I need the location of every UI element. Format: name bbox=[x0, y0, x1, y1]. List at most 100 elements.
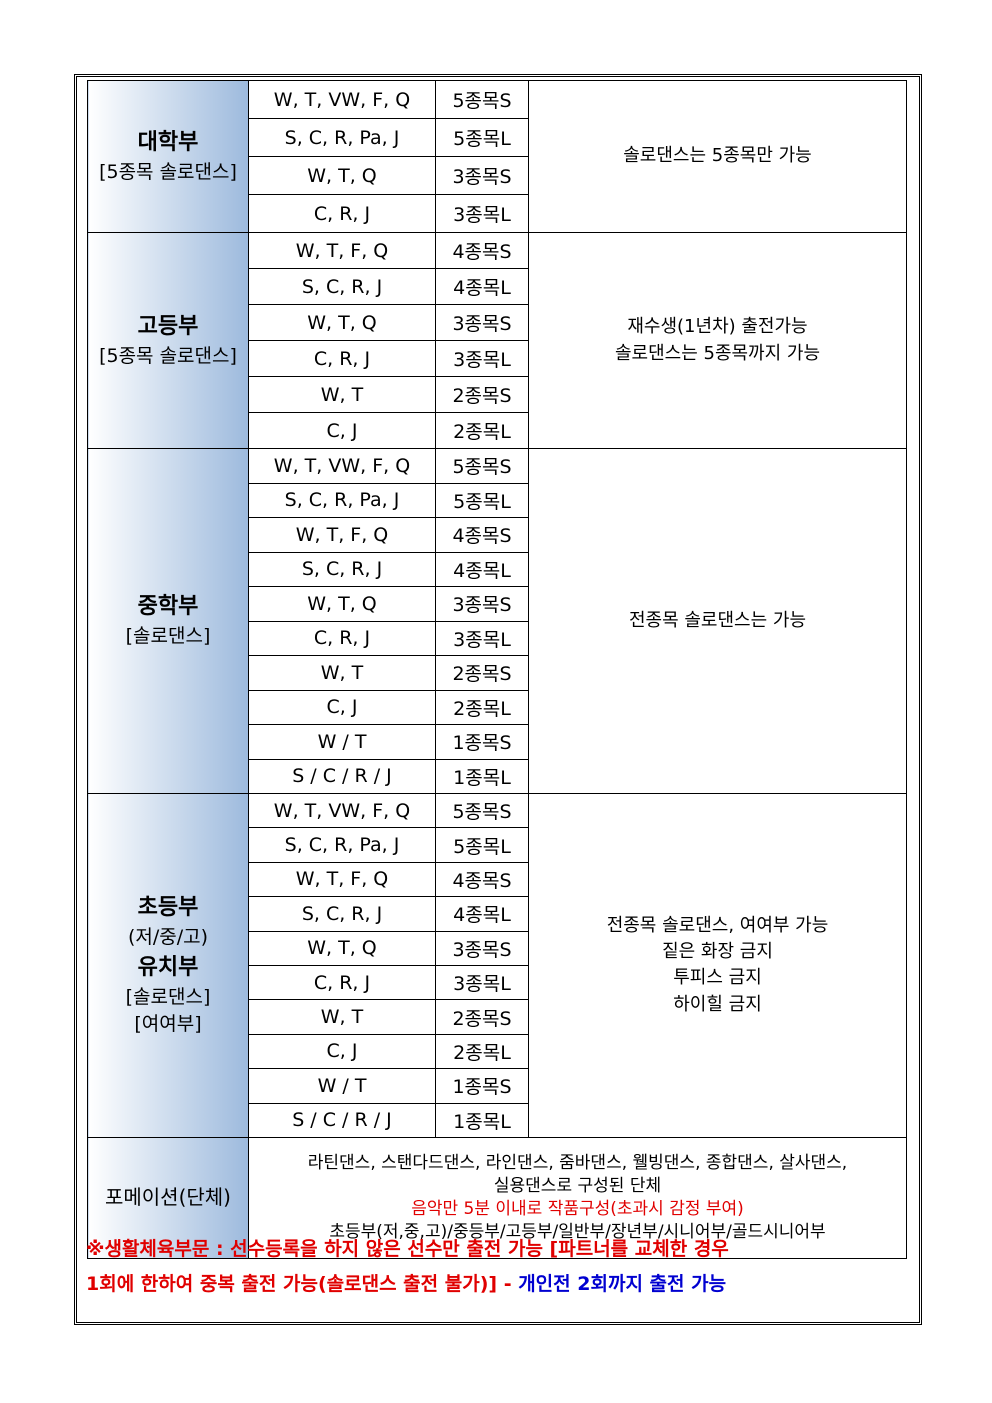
event-count: 1종목S bbox=[435, 724, 529, 760]
note-line: 솔로댄스는 5종목까지 가능 bbox=[614, 342, 821, 364]
event-count: 2종목L bbox=[435, 689, 529, 725]
dance-events: W / T bbox=[248, 1068, 436, 1104]
dance-events: C, R, J bbox=[248, 340, 436, 377]
event-count: 2종목S bbox=[435, 999, 529, 1035]
note-line: 재수생(1년차) 출전가능 bbox=[627, 316, 808, 338]
dance-events: S, C, R, J bbox=[248, 551, 436, 587]
event-row: S / C / R / J 1종목L bbox=[88, 758, 907, 794]
division-subtitle: [솔로댄스] bbox=[125, 625, 211, 648]
event-count: 2종목L bbox=[435, 412, 529, 449]
formation-time-rule: 음악만 5분 이내로 작품구성(초과시 감정 부여) bbox=[411, 1198, 744, 1219]
event-count: 3종목L bbox=[435, 194, 529, 233]
dance-events: S, C, R, Pa, J bbox=[248, 482, 436, 518]
event-count: 3종목L bbox=[435, 340, 529, 377]
dance-events: W, T, VW, F, Q bbox=[248, 792, 436, 829]
dance-events: W, T, Q bbox=[248, 586, 436, 622]
event-row: 중학부 [솔로댄스] W, T, VW, F, Q 5종목S 전종목 솔로댄스는 가능 bbox=[87, 448, 907, 794]
division-title: 대학부 bbox=[137, 129, 199, 155]
event-count: 5종목L bbox=[435, 482, 529, 518]
event-count: 5종목L bbox=[435, 118, 529, 157]
division-subtitle: (저/중/고) bbox=[127, 926, 209, 949]
event-count: 5종목S bbox=[435, 80, 529, 119]
division-note: 솔로댄스는 5종목만 가능 bbox=[528, 80, 907, 233]
division-title: 유치부 bbox=[137, 954, 199, 980]
event-count: 3종목L bbox=[435, 964, 529, 1001]
event-row: W, T 2종목S bbox=[88, 376, 907, 413]
event-count: 5종목L bbox=[435, 827, 529, 863]
division-title: 포메이션(단체) bbox=[104, 1185, 231, 1210]
event-row: W, T, Q 3종목S bbox=[88, 156, 907, 195]
division-subtitle: [솔로댄스] bbox=[125, 985, 211, 1008]
dance-events: S, C, R, J bbox=[248, 268, 436, 305]
dance-events: W, T, F, Q bbox=[248, 517, 436, 553]
division-title: 중학부 bbox=[137, 594, 199, 620]
division-title: 초등부 bbox=[137, 895, 199, 921]
event-row: 대학부 [5종목 솔로댄스] W, T, VW, F, Q 5종목S 솔로댄스는 5종목… bbox=[87, 80, 907, 233]
event-count: 3종목S bbox=[435, 156, 529, 195]
footer-line: 1회에 한하여 중복 출전 가능(솔로댄스 출전 불가)] - bbox=[86, 1273, 519, 1295]
event-count: 4종목L bbox=[435, 268, 529, 305]
event-row: C, J 2종목L bbox=[88, 412, 907, 449]
dance-events: C, J bbox=[248, 412, 436, 449]
event-row: S / C / R / J 1종목L bbox=[88, 1102, 907, 1138]
dance-events: W, T bbox=[248, 376, 436, 413]
formation-line: 실용댄스로 구성된 단체 bbox=[493, 1175, 662, 1196]
footer-highlight: 개인전 2회까지 출전 가능 bbox=[518, 1273, 727, 1295]
note-line: 짙은 화장 금지 bbox=[662, 941, 773, 963]
event-row: W, T, F, Q 4종목S bbox=[88, 861, 907, 898]
formation-line: 라틴댄스, 스탠다드댄스, 라인댄스, 줌바댄스, 웰빙댄스, 종합댄스, 살사… bbox=[307, 1153, 848, 1174]
event-count: 3종목S bbox=[435, 930, 529, 966]
formation-divisions: 초등부(저,중,고)/중등부/고등부/일반부/장년부/시니어부/골드시니어부 bbox=[329, 1221, 826, 1242]
division-cell: 초등부 (저/중/고) 유치부 [솔로댄스] [여여부] bbox=[87, 793, 249, 1138]
dance-events: C, R, J bbox=[248, 620, 436, 656]
event-row: C, R, J 3종목L bbox=[88, 620, 907, 656]
event-count: 4종목L bbox=[435, 551, 529, 587]
dance-events: W, T bbox=[248, 999, 436, 1035]
event-row: C, J 2종목L bbox=[88, 1033, 907, 1070]
dance-events: C, J bbox=[248, 689, 436, 725]
event-count: 2종목L bbox=[435, 1033, 529, 1070]
dance-events: W, T, Q bbox=[248, 304, 436, 341]
event-count: 1종목L bbox=[435, 758, 529, 794]
event-count: 3종목S bbox=[435, 586, 529, 622]
note-line: 솔로댄스는 5종목만 가능 bbox=[623, 145, 812, 167]
event-row: 고등부 [5종목 솔로댄스] W, T, F, Q 4종목S 재수생(1년차) 출전가능… bbox=[87, 232, 907, 449]
event-row: C, J 2종목L bbox=[88, 689, 907, 725]
event-count: 4종목S bbox=[435, 232, 529, 269]
dance-events: W, T, Q bbox=[248, 930, 436, 966]
page-border bbox=[74, 74, 922, 1325]
event-count: 1종목L bbox=[435, 1102, 529, 1138]
division-title: 고등부 bbox=[137, 313, 199, 339]
dance-events: C, R, J bbox=[248, 964, 436, 1001]
dance-events: S / C / R / J bbox=[248, 758, 436, 794]
event-row: S, C, R, J 4종목L bbox=[88, 551, 907, 587]
event-row: W, T, Q 3종목S bbox=[88, 304, 907, 341]
dance-events: W, T, Q bbox=[248, 156, 436, 195]
dance-events: W, T, VW, F, Q bbox=[248, 448, 436, 484]
dance-events: S / C / R / J bbox=[248, 1102, 436, 1138]
dance-events: S, C, R, Pa, J bbox=[248, 118, 436, 157]
event-count: 3종목L bbox=[435, 620, 529, 656]
event-row: C, R, J 3종목L bbox=[88, 964, 907, 1001]
division-subtitle: [5종목 솔로댄스] bbox=[99, 160, 237, 183]
dance-events: C, R, J bbox=[248, 194, 436, 233]
dance-events: W, T, VW, F, Q bbox=[248, 80, 436, 119]
event-count: 1종목S bbox=[435, 1068, 529, 1104]
event-count: 5종목S bbox=[435, 792, 529, 829]
formation-description: 라틴댄스, 스탠다드댄스, 라인댄스, 줌바댄스, 웰빙댄스, 종합댄스, 살사… bbox=[248, 1136, 907, 1259]
note-line: 하이힐 금지 bbox=[673, 993, 762, 1015]
note-line: 투피스 금지 bbox=[673, 967, 762, 989]
dance-events: W, T, F, Q bbox=[248, 232, 436, 269]
footer-note: ※생활체육부문 : 선수등록을 하지 않은 선수만 출전 가능 [파트너를 교체… bbox=[86, 1232, 906, 1302]
event-row: S, C, R, J 4종목L bbox=[88, 896, 907, 932]
event-row: S, C, R, Pa, J 5종목L bbox=[88, 482, 907, 518]
division-cell: 대학부 [5종목 솔로댄스] bbox=[87, 80, 249, 233]
division-cell: 고등부 [5종목 솔로댄스] bbox=[87, 232, 249, 449]
note-line: 전종목 솔로댄스, 여여부 가능 bbox=[606, 915, 829, 937]
event-row: S, C, R, J 4종목L bbox=[88, 268, 907, 305]
event-row: S, C, R, Pa, J 5종목L bbox=[88, 827, 907, 863]
event-count: 5종목S bbox=[435, 448, 529, 484]
dance-events: C, J bbox=[248, 1033, 436, 1070]
event-count: 4종목L bbox=[435, 896, 529, 932]
